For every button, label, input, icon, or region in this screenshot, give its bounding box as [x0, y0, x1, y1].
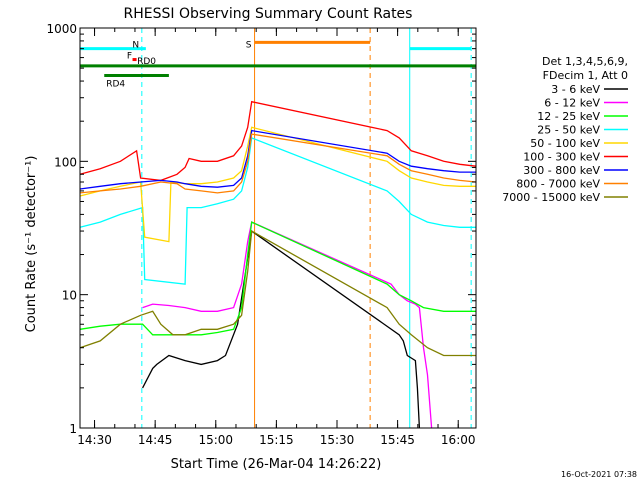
legend-label-3: 25 - 50 keV: [537, 124, 600, 137]
x-tick-label-1: 14:45: [138, 433, 173, 447]
legend-label-8: 7000 - 15000 keV: [502, 191, 600, 204]
series-line-8: [79, 230, 476, 357]
series-line-4: [79, 126, 476, 243]
legend-label-6: 300 - 800 keV: [523, 164, 600, 177]
state-bar-label-1: N: [132, 41, 139, 51]
y-tick-label-1: 10: [62, 289, 77, 303]
y-axis-ticks: 1 10 100 1000: [46, 22, 476, 436]
state-bar-label-2: F: [127, 52, 132, 62]
state-bars: NF RD0 RD4 S: [80, 40, 476, 90]
legend-label-5: 100 - 300 keV: [523, 151, 600, 164]
x-axis-ticks: 14:30 14:45 15:00 15:15 15:30 15:45 16:00: [77, 28, 476, 447]
series-line-0: [142, 229, 421, 429]
x-tick-label-5: 15:45: [380, 433, 415, 447]
x-tick-label-6: 16:00: [441, 433, 476, 447]
x-tick-label-0: 14:30: [77, 433, 112, 447]
series-line-7: [79, 133, 477, 194]
series-line-5: [79, 100, 477, 182]
x-tick-label-3: 15:15: [259, 433, 294, 447]
plot-frame: [79, 27, 477, 429]
state-bar-label-3: RD0: [137, 57, 156, 67]
x-tick-label-2: 15:00: [198, 433, 233, 447]
footer-timestamp: 16-Oct-2021 07:38: [561, 470, 637, 479]
y-tick-label-3: 1000: [46, 22, 77, 36]
state-bar-label-4: RD4: [106, 80, 125, 90]
legend-label-2: 12 - 25 keV: [537, 110, 600, 123]
x-axis-label: Start Time (26-Mar-04 14:26:22): [171, 457, 382, 472]
legend-header-0: Det 1,3,4,5,6,9,: [542, 55, 628, 68]
vertical-markers: [141, 28, 472, 428]
series-lines: [79, 100, 477, 429]
series-line-1: [142, 221, 433, 429]
legend-label-4: 50 - 100 keV: [530, 137, 600, 150]
legend-label-7: 800 - 7000 keV: [516, 178, 600, 191]
chart-title: RHESSI Observing Summary Count Rates: [124, 6, 413, 22]
series-line-6: [79, 129, 476, 190]
x-tick-label-4: 15:30: [320, 433, 355, 447]
legend-label-0: 3 - 6 keV: [551, 83, 600, 96]
y-tick-label-0: 1: [69, 422, 77, 436]
legend-label-1: 6 - 12 keV: [544, 97, 600, 110]
series-line-2: [79, 221, 476, 336]
legend: Det 1,3,4,5,6,9,FDecim 1, Att 03 - 6 keV…: [502, 55, 628, 204]
y-tick-label-2: 100: [54, 155, 77, 169]
legend-header-1: FDecim 1, Att 0: [543, 69, 628, 82]
state-bar-label-5: S: [246, 40, 252, 50]
y-axis-label: Count Rate (s⁻¹ detector⁻¹): [24, 156, 39, 333]
